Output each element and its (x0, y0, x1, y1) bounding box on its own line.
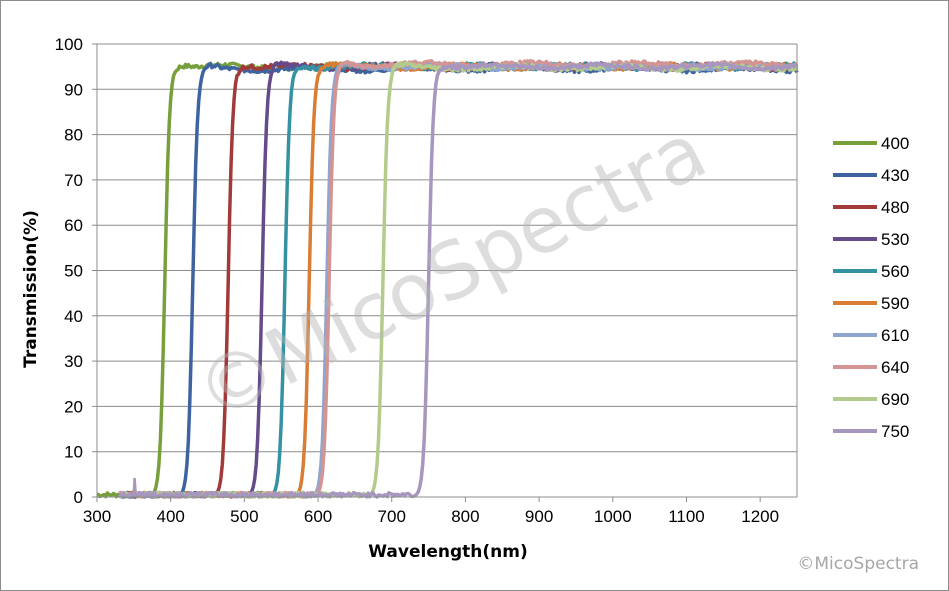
y-tick-label: 40 (64, 307, 83, 326)
y-tick-label: 80 (64, 126, 83, 145)
legend-label-480: 480 (881, 198, 909, 217)
legend-label-560: 560 (881, 262, 909, 281)
y-tick-label: 50 (64, 262, 83, 281)
grid-lines (97, 43, 797, 453)
series-lines (96, 58, 799, 499)
y-tick-label: 100 (55, 35, 83, 54)
axis-ticks (92, 43, 761, 502)
tick-labels: 0 10 20 30 40 50 60 70 80 90 100 300 400 500 600 700 800… (55, 35, 779, 526)
legend-label-610: 610 (881, 326, 909, 345)
legend-label-430: 430 (881, 166, 909, 185)
legend-label-750: 750 (881, 422, 909, 441)
axes (96, 44, 798, 498)
x-tick-label: 400 (156, 507, 184, 526)
y-tick-label: 20 (64, 397, 83, 416)
legend-label-400: 400 (881, 134, 909, 153)
spike-mark (132, 477, 137, 495)
y-tick-label: 30 (64, 352, 83, 371)
y-tick-label: 90 (64, 80, 83, 99)
x-tick-label: 800 (451, 507, 479, 526)
x-tick-label: 900 (525, 507, 553, 526)
x-tick-label: 1000 (594, 507, 632, 526)
y-tick-label: 60 (64, 216, 83, 235)
corner-watermark: ©MicoSpectra (797, 554, 919, 574)
x-tick-label: 300 (83, 507, 111, 526)
legend-label-530: 530 (881, 230, 909, 249)
x-tick-label: 1200 (741, 507, 779, 526)
legend-label-690: 690 (881, 390, 909, 409)
legend-label-590: 590 (881, 294, 909, 313)
y-tick-label: 0 (74, 488, 83, 507)
series-line-750 (118, 61, 798, 499)
x-tick-label: 700 (378, 507, 406, 526)
x-tick-label: 600 (304, 507, 332, 526)
y-tick-label: 70 (64, 171, 83, 190)
x-axis-title: Wavelength(nm) (368, 542, 527, 562)
legend-label-640: 640 (881, 358, 909, 377)
y-tick-label: 10 (64, 443, 83, 462)
x-tick-label: 1100 (668, 507, 705, 526)
y-axis-title: Transmission(%) (21, 210, 41, 368)
x-tick-label: 500 (230, 507, 258, 526)
legend: 400 430 480 530 560 590 610 640 690 750 (833, 134, 909, 441)
